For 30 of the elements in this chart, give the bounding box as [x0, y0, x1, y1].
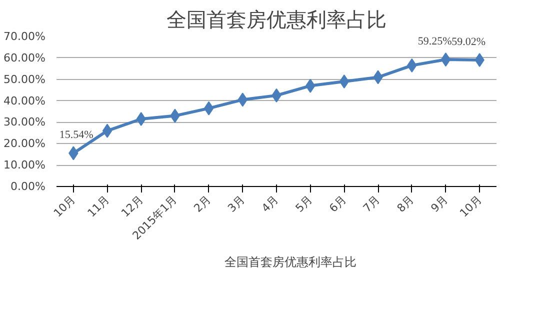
- point: [339, 74, 350, 88]
- x-tick-label: 10月: [51, 192, 78, 220]
- y-tick-label: 30.00%: [4, 116, 46, 129]
- x-tick-label: 2月: [191, 192, 214, 215]
- x-tick-label: 11月: [84, 192, 112, 220]
- y-tick-label: 50.00%: [4, 72, 46, 86]
- x-tick-label: 7月: [360, 192, 383, 215]
- x-tick-label: 3月: [225, 192, 248, 215]
- text: 全国首套房优惠利率占比: [224, 254, 356, 270]
- y-tick-label: 20.00%: [4, 137, 46, 150]
- y-tick-label: 70.00%: [4, 30, 46, 43]
- chart-title: 全国首套房优惠利率占比: [166, 8, 386, 32]
- point: [204, 101, 214, 116]
- x-tick-label: 10月: [457, 192, 484, 220]
- y-tick-label: 40.00%: [4, 94, 46, 108]
- x-tick-label: 4月: [259, 192, 282, 215]
- data-label: 59.25%: [418, 36, 452, 48]
- point: [440, 52, 451, 67]
- x-tick-label: 12月: [118, 192, 146, 220]
- y-tick-label: 0.00%: [10, 180, 46, 193]
- x-tick-label: 8月: [394, 192, 416, 215]
- x-tick-label: 9月: [428, 192, 450, 215]
- point: [136, 112, 146, 126]
- point: [102, 124, 112, 138]
- data-label: 15.54%: [59, 129, 94, 142]
- y-tick-label: 10.00%: [4, 158, 46, 172]
- x-tick-label: 5月: [293, 192, 315, 215]
- data-label: 59.02%: [452, 36, 486, 48]
- x-tick-label: 6月: [326, 192, 349, 215]
- y-tick-label: 60.00%: [4, 51, 46, 64]
